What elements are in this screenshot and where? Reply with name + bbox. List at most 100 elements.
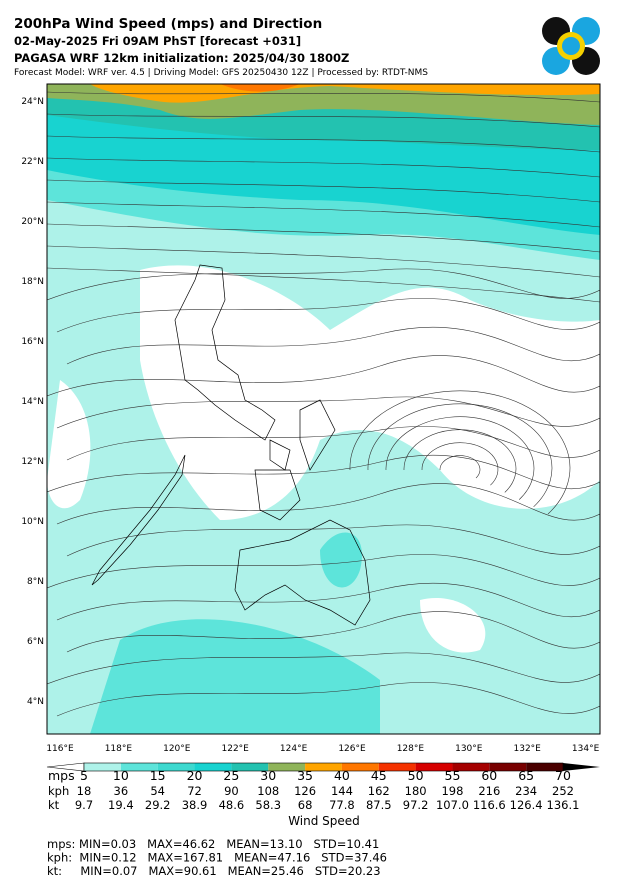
colorbar-value: 19.4 — [108, 798, 134, 812]
lon-label: 116°E — [46, 744, 74, 754]
colorbar-value: 36 — [114, 784, 129, 798]
map-frame — [46, 83, 601, 735]
colorbar-value: 144 — [331, 784, 353, 798]
streamline — [47, 245, 600, 278]
colorbar-value: 5 — [80, 768, 88, 783]
streamline — [47, 113, 600, 128]
colorbar-value: 180 — [405, 784, 427, 798]
lon-label: 128°E — [397, 744, 425, 754]
streamline — [47, 554, 600, 589]
wind-band — [320, 532, 362, 588]
streamline — [47, 223, 600, 253]
lat-label: 4°N — [27, 697, 44, 707]
colorbar-value: 126.4 — [510, 798, 543, 812]
map — [47, 84, 600, 734]
colorbar-value: 97.2 — [403, 798, 429, 812]
streamline — [439, 455, 481, 479]
streamline — [47, 355, 600, 397]
streamline — [66, 524, 600, 557]
streamline — [403, 429, 517, 493]
colorbar-value: 234 — [515, 784, 537, 798]
wind-band — [220, 84, 300, 92]
colorbar-value: 90 — [224, 784, 239, 798]
colorbar-value: 9.7 — [75, 798, 93, 812]
colorbar-value: 198 — [441, 784, 463, 798]
streamline — [66, 326, 600, 365]
colorbar-value: 54 — [150, 784, 165, 798]
colorbar-value: 25 — [223, 768, 239, 783]
colorbar-segment — [157, 763, 195, 771]
colorbar-value: 10 — [113, 768, 129, 783]
streamline — [56, 483, 600, 525]
lat-label: 10°N — [21, 517, 44, 527]
coastline — [91, 264, 371, 626]
streamline — [56, 298, 600, 333]
lon-label: 130°E — [455, 744, 483, 754]
streamline — [56, 682, 600, 717]
lon-label: 124°E — [280, 744, 308, 754]
colorbar-value: 162 — [368, 784, 390, 798]
streamline — [385, 416, 535, 500]
colorbar-value: 45 — [371, 768, 387, 783]
streamline — [47, 157, 600, 178]
lon-label: 134°E — [572, 744, 600, 754]
colorbar-segment — [341, 763, 379, 771]
streamline — [47, 652, 600, 685]
model-info: Forecast Model: WRF ver. 4.5 | Driving M… — [14, 68, 428, 78]
colorbar-value: 87.5 — [366, 798, 392, 812]
colorbar-value: 15 — [150, 768, 166, 783]
colorbar-segment — [526, 763, 563, 771]
stats-line: mps: MIN=0.03 MAX=46.62 MEAN=13.10 STD=1… — [47, 837, 379, 851]
lat-label: 20°N — [21, 217, 44, 227]
colorbar-value: 216 — [478, 784, 500, 798]
colorbar-value: 68 — [298, 798, 313, 812]
streamlines — [47, 91, 600, 717]
colorbar-segment — [231, 763, 269, 771]
colorbar-segment — [268, 763, 306, 771]
lon-label: 118°E — [105, 744, 133, 754]
streamline — [47, 179, 600, 203]
colorbar-value: 20 — [187, 768, 203, 783]
unit-label: kph — [48, 784, 69, 798]
streamline — [47, 91, 600, 103]
colorbar-extend — [563, 763, 600, 771]
colorbar-value: 40 — [334, 768, 350, 783]
streamline — [56, 396, 600, 429]
colorbar-value: 70 — [555, 768, 571, 783]
colorbar-value: 108 — [257, 784, 279, 798]
calm-area — [47, 380, 91, 509]
unit-label: mps — [48, 768, 75, 783]
colorbar-value: 136.1 — [547, 798, 580, 812]
lat-label: 6°N — [27, 637, 44, 647]
streamline — [421, 442, 499, 486]
colorbar-segment — [415, 763, 453, 771]
title: 200hPa Wind Speed (mps) and Direction — [14, 16, 322, 32]
streamline — [66, 611, 600, 653]
lon-label: 122°E — [222, 744, 250, 754]
colorbar-segment — [120, 763, 158, 771]
streamline — [47, 135, 600, 153]
colorbar-segment — [305, 763, 342, 771]
colorbar-segment — [452, 763, 490, 771]
colorbar-value: 18 — [77, 784, 92, 798]
streamline — [66, 426, 600, 461]
colorbar-frame — [83, 762, 564, 772]
subtitle: 02-May-2025 Fri 09AM PhST [forecast +031… — [14, 34, 301, 48]
colorbar-value: 55 — [445, 768, 461, 783]
lat-label: 24°N — [21, 97, 44, 107]
streamline — [47, 201, 600, 228]
streamline — [56, 582, 600, 621]
colorbar-segment — [194, 763, 232, 771]
streamline — [47, 268, 600, 301]
colorbar-value: 252 — [552, 784, 574, 798]
colorbar-value: 107.0 — [436, 798, 469, 812]
colorbar-segment — [84, 763, 121, 771]
colorbar-value: 38.9 — [182, 798, 208, 812]
colorbar-value: 35 — [297, 768, 313, 783]
colorbar-value: 77.8 — [329, 798, 355, 812]
colorbar-value: 65 — [518, 768, 534, 783]
lon-label: 126°E — [338, 744, 366, 754]
colorbar-value: 29.2 — [145, 798, 171, 812]
calm-area — [140, 265, 600, 520]
